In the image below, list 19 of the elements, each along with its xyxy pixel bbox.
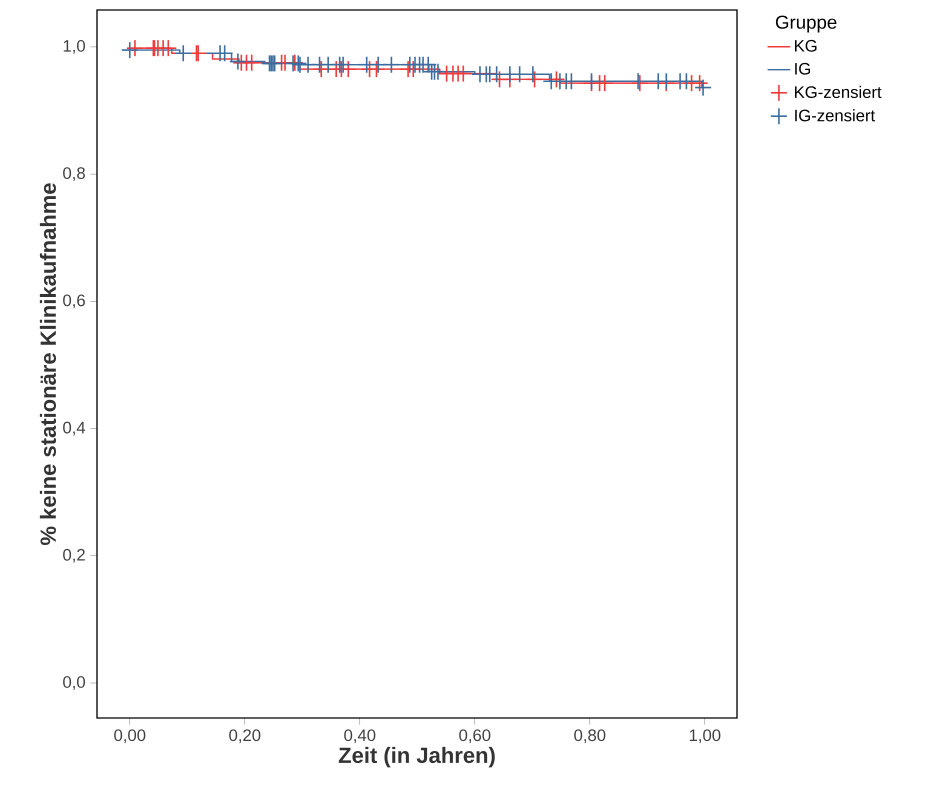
legend-title: Gruppe <box>776 16 836 32</box>
x-tick-label: 0,60 <box>459 729 490 744</box>
y-tick-label: 1,0 <box>64 40 85 54</box>
x-tick-label: 0,20 <box>229 729 260 744</box>
legend-label: IG-zensiert <box>795 109 876 122</box>
legend-label: IG <box>795 62 810 75</box>
legend-label: KG-zensiert <box>795 86 882 98</box>
x-tick-label: 0,80 <box>574 729 606 744</box>
y-tick-label: 0,2 <box>63 548 85 563</box>
y-axis-title: % keine stationäre Klinikaufnahme <box>40 183 56 546</box>
y-tick-label: 0,8 <box>63 167 85 181</box>
x-axis-title: Zeit (in Jahren) <box>338 746 495 768</box>
y-tick-label: 0,0 <box>63 676 85 690</box>
y-tick-label: 0,4 <box>63 422 86 436</box>
x-tick-label: 0,00 <box>114 729 146 744</box>
legend-label: KG <box>795 40 816 52</box>
x-tick-label: 1,00 <box>690 729 720 744</box>
y-tick-label: 0,6 <box>63 294 85 308</box>
x-tick-label: 0,40 <box>344 729 376 744</box>
